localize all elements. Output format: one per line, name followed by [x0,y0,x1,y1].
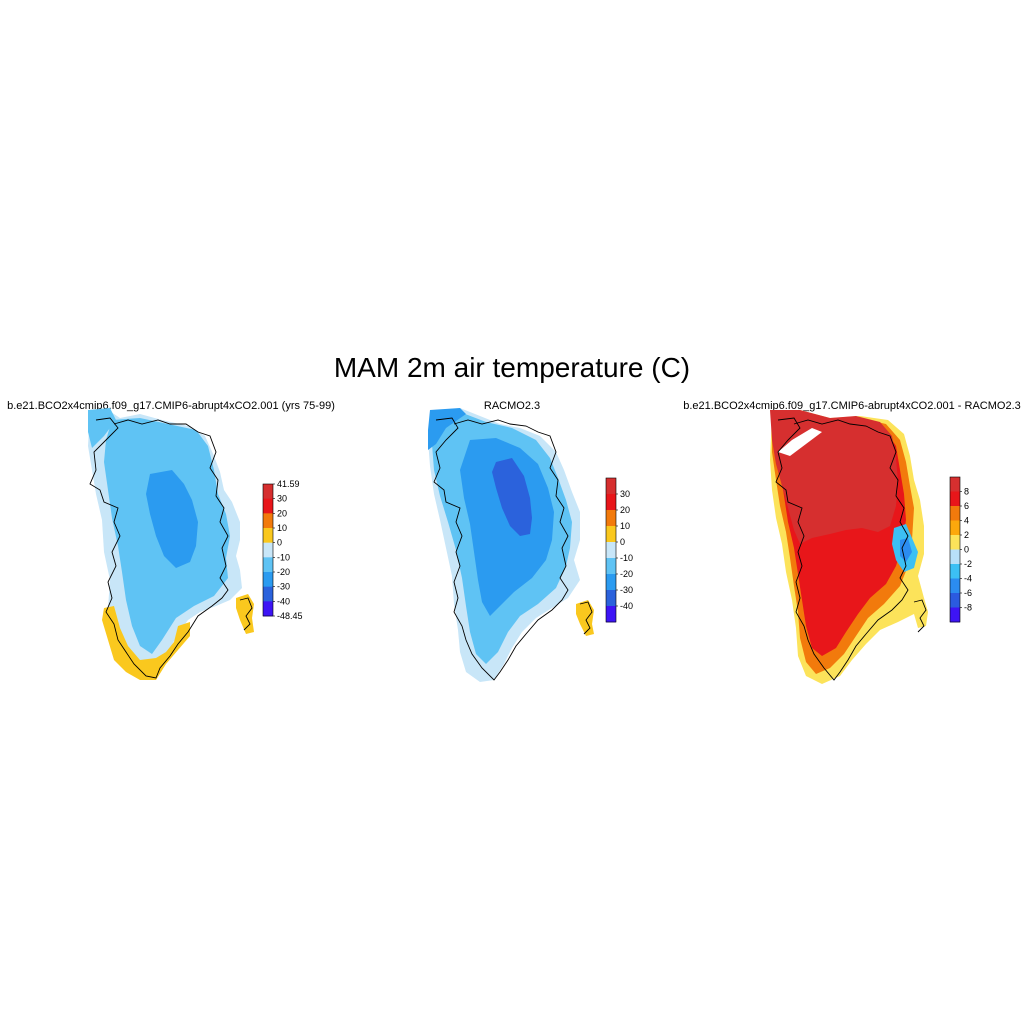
panel-2-colorbar: 30 20 10 0 -10 -20 -30 -40 [605,477,633,623]
panel-2-coastline [433,417,569,681]
colorbar-label: -20 [277,567,290,577]
colorbar-box [263,572,273,588]
colorbar-box [263,542,273,558]
panel-3-title: b.e21.BCO2x4cmip6.f09_g17.CMIP6-abrupt4x… [683,400,1021,412]
panel-3-gap-nw [778,428,822,456]
panel-2-field-warm-east [576,600,594,636]
colorbar-label: -20 [620,569,633,579]
panel-1-title: b.e21.BCO2x4cmip6.f09_g17.CMIP6-abrupt4x… [7,400,335,412]
panel-2-field-nw [428,408,466,450]
colorbar-label: 0 [964,545,969,555]
colorbar-box [606,590,616,607]
colorbar-label: -10 [620,553,633,563]
panel-1-colorbar: 41.59 30 20 10 0 -10 -20 -30 -40 -48.45 [262,479,303,621]
colorbar-box [950,607,960,623]
colorbar-box [263,601,273,617]
panel-3-coastline [775,417,909,681]
colorbar-box [263,528,273,544]
panel-2-island [579,601,593,635]
colorbar-label: 8 [964,487,969,497]
colorbar-box [263,513,273,529]
colorbar-label: 30 [620,489,630,499]
colorbar-label: 4 [964,516,969,526]
colorbar-label: -40 [620,601,633,611]
colorbar-box [950,520,960,536]
colorbar-box [606,542,616,559]
colorbar-label: 20 [277,508,287,518]
colorbar-label: 20 [620,505,630,515]
colorbar-box [950,564,960,579]
colorbar-box [606,574,616,591]
colorbar-label: -40 [277,596,290,606]
colorbar-label: -8 [964,603,972,613]
panel-1-island [239,597,253,631]
colorbar-label: 41.59 [277,479,300,489]
colorbar-label: -10 [277,552,290,562]
colorbar-label: 2 [964,530,969,540]
colorbar-label: 0 [277,538,282,548]
panel-1-field-warm-south [102,606,190,680]
panel-2-field-deep [460,438,554,616]
colorbar-box [606,478,616,495]
colorbar-box [950,593,960,608]
panel-3-colorbar: 8 6 4 2 0 -2 -4 -6 -8 [949,476,972,623]
colorbar-label: -30 [277,582,290,592]
panel-3-field-cold-deep [900,538,912,562]
colorbar-box [950,549,960,565]
colorbar-box [950,506,960,521]
colorbar-box [263,586,273,602]
colorbar-box [606,558,616,575]
panel-1-map [88,408,254,680]
panel-3-field-east-island [914,598,928,628]
colorbar-label: -30 [620,585,633,595]
colorbar-box [606,510,616,527]
panel-3-island [913,599,927,633]
colorbar-label: -48.45 [277,611,303,621]
colorbar-box [606,526,616,543]
colorbar-box [606,494,616,511]
colorbar-box [263,484,273,500]
colorbar-label: -2 [964,559,972,569]
colorbar-box [263,498,273,514]
colorbar-box [263,557,273,573]
colorbar-label: 30 [277,494,287,504]
colorbar-box [950,477,960,492]
panel-2-title: RACMO2.3 [483,400,541,412]
panel-2-field-core [492,458,532,536]
colorbar-box [606,606,616,623]
colorbar-label: 0 [620,537,625,547]
colorbar-box [950,578,960,594]
panel-1-field-warm-east [236,594,254,634]
panel-1-field-core [146,470,198,568]
panel-2-map [428,408,594,682]
colorbar-border [605,477,617,623]
figure-title: MAM 2m air temperature (C) [333,352,691,383]
colorbar-label: 6 [964,501,969,511]
colorbar-label: -6 [964,588,972,598]
colorbar-box [950,535,960,550]
colorbar-border [262,483,274,617]
colorbar-box [950,491,960,507]
panel-1-coastline [89,417,229,679]
colorbar-label: 10 [620,521,630,531]
panel-3-map [770,410,928,684]
colorbar-label: -4 [964,574,972,584]
colorbar-label: 10 [277,523,287,533]
